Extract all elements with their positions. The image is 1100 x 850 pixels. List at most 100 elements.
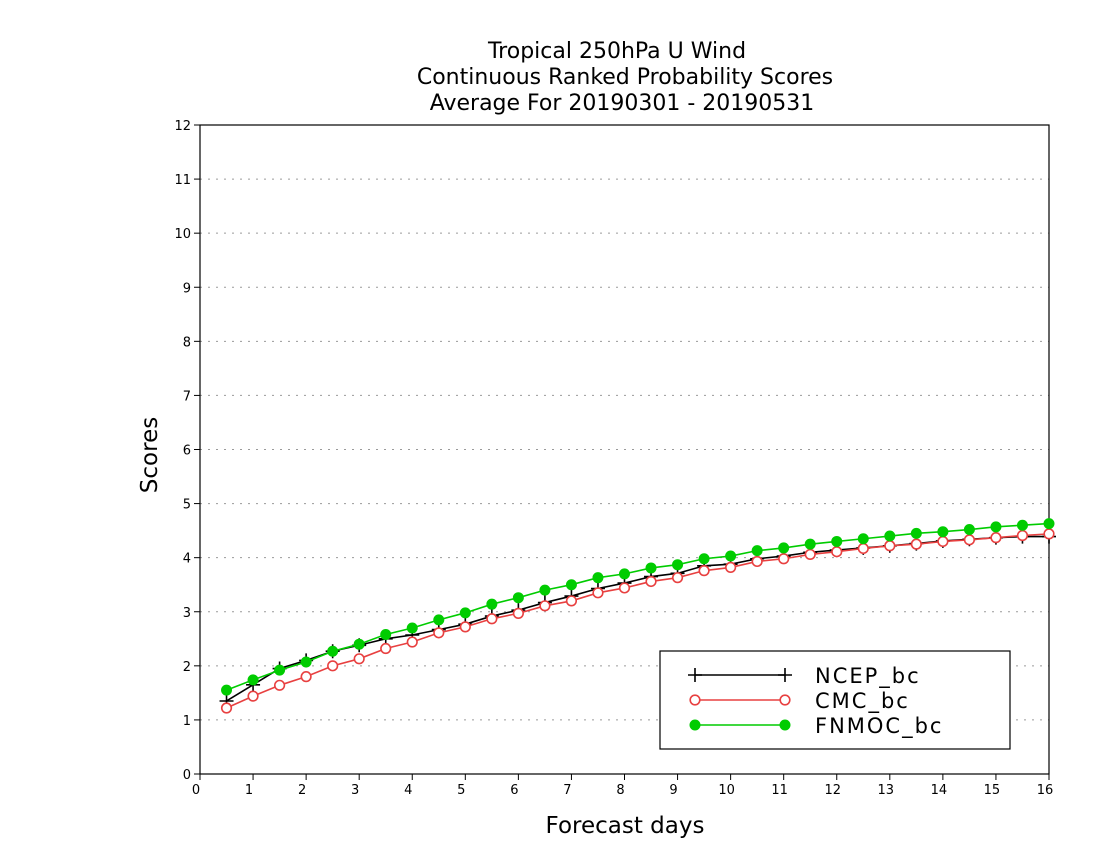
y-tick-label-9: 9 (183, 281, 191, 296)
point-cmc-bc-14 (592, 587, 604, 599)
point-cmc-bc-17 (671, 572, 684, 584)
point-cmc-bc-24 (857, 542, 869, 555)
point-fnmoc-bc-3 (300, 656, 312, 668)
point-fnmoc-bc-5 (353, 638, 365, 650)
point-cmc-bc-26 (910, 538, 922, 550)
point-cmc-bc-10 (486, 613, 498, 625)
legend-label-cmc-bc: CMC_bc (815, 689, 910, 714)
y-tick-label-2: 2 (183, 660, 191, 675)
point-fnmoc-bc-6 (380, 628, 392, 640)
legend-marker-end-ncep-bc (778, 668, 792, 682)
point-cmc-bc-13 (565, 595, 578, 607)
x-tick-label-13: 13 (878, 783, 895, 798)
point-cmc-bc-25 (884, 540, 896, 552)
point-cmc-bc-2 (273, 679, 286, 691)
x-tick-label-3: 3 (351, 783, 359, 798)
x-tick-label-2: 2 (298, 783, 306, 798)
x-tick-label-12: 12 (824, 783, 841, 798)
point-cmc-bc-6 (380, 642, 392, 655)
legend-marker-end-fnmoc-bc (779, 719, 791, 731)
legend-item-cmc-bc: CMC_bc (689, 689, 910, 714)
legend-marker-start-ncep-bc (688, 668, 702, 682)
y-tick-label-12: 12 (174, 119, 191, 134)
y-tick-label-1: 1 (183, 714, 191, 729)
point-cmc-bc-30 (1016, 529, 1029, 542)
x-tick-label-7: 7 (563, 783, 571, 798)
point-cmc-bc-18 (698, 565, 710, 577)
x-tick-label-5: 5 (457, 783, 465, 798)
point-cmc-bc-28 (963, 534, 976, 546)
point-cmc-bc-15 (618, 582, 631, 594)
y-tick-label-5: 5 (183, 498, 191, 513)
point-fnmoc-bc-15 (619, 568, 630, 580)
point-cmc-bc-19 (725, 561, 737, 574)
point-cmc-bc-29 (990, 532, 1002, 544)
x-tick-label-8: 8 (616, 783, 624, 798)
point-cmc-bc-7 (406, 636, 418, 648)
y-tick-label-0: 0 (183, 768, 191, 783)
y-tick-label-11: 11 (174, 173, 191, 188)
point-fnmoc-bc-27 (937, 526, 949, 538)
y-tick-label-4: 4 (183, 552, 191, 567)
x-tick-label-15: 15 (984, 783, 1001, 798)
point-cmc-bc-11 (512, 607, 524, 619)
y-tick-label-10: 10 (174, 227, 191, 242)
point-fnmoc-bc-18 (698, 553, 710, 565)
point-fnmoc-bc-21 (778, 542, 790, 554)
point-fnmoc-bc-30 (1016, 519, 1028, 531)
y-tick-label-7: 7 (183, 389, 191, 404)
point-fnmoc-bc-14 (592, 572, 604, 584)
point-cmc-bc-12 (539, 600, 551, 612)
point-fnmoc-bc-11 (512, 592, 524, 604)
point-fnmoc-bc-9 (459, 607, 471, 619)
point-cmc-bc-21 (778, 553, 790, 565)
point-cmc-bc-8 (433, 627, 445, 639)
x-tick-label-0: 0 (192, 783, 200, 798)
point-cmc-bc-1 (247, 690, 259, 702)
x-axis-title: Forecast days (546, 813, 705, 839)
x-tick-label-6: 6 (510, 783, 518, 798)
series-layer (219, 518, 1056, 714)
point-cmc-bc-0 (220, 702, 233, 714)
grid-lines (200, 124, 1049, 721)
point-cmc-bc-16 (645, 575, 657, 588)
point-fnmoc-bc-23 (831, 535, 843, 547)
point-fnmoc-bc-7 (406, 622, 418, 634)
point-fnmoc-bc-17 (672, 559, 684, 571)
chart-title-line-2: Continuous Ranked Probability Scores (417, 65, 833, 90)
point-fnmoc-bc-25 (884, 530, 896, 542)
point-cmc-bc-9 (459, 621, 471, 633)
point-fnmoc-bc-28 (963, 524, 975, 536)
point-fnmoc-bc-16 (645, 562, 657, 574)
point-cmc-bc-5 (353, 653, 365, 665)
x-tick-label-16: 16 (1037, 783, 1054, 798)
point-fnmoc-bc-20 (751, 545, 763, 557)
x-tick-label-9: 9 (669, 783, 677, 798)
y-axis-title: Scores (137, 417, 163, 493)
point-fnmoc-bc-19 (725, 550, 737, 562)
y-tick-label-6: 6 (183, 444, 191, 459)
chart-title: Tropical 250hPa U Wind Continuous Ranked… (417, 39, 833, 116)
point-fnmoc-bc-10 (486, 598, 498, 610)
y-tick-label-3: 3 (183, 606, 191, 621)
point-fnmoc-bc-1 (247, 674, 259, 686)
point-fnmoc-bc-0 (221, 684, 233, 696)
point-fnmoc-bc-26 (910, 527, 922, 539)
point-cmc-bc-31 (1043, 528, 1055, 540)
legend-marker-end-cmc-bc (779, 694, 791, 706)
legend-item-fnmoc-bc: FNMOC_bc (689, 714, 941, 739)
series-cmc-bc (220, 528, 1055, 714)
x-tick-label-14: 14 (931, 783, 948, 798)
point-cmc-bc-3 (300, 671, 312, 683)
chart-title-line-3: Average For 20190301 - 20190531 (430, 91, 815, 116)
x-tick-label-1: 1 (245, 783, 253, 798)
chart-title-line-1: Tropical 250hPa U Wind (487, 39, 746, 64)
point-fnmoc-bc-2 (274, 664, 286, 676)
point-cmc-bc-27 (937, 535, 949, 548)
point-cmc-bc-23 (831, 546, 843, 558)
point-fnmoc-bc-24 (857, 533, 869, 545)
point-fnmoc-bc-22 (804, 538, 816, 550)
legend-item-ncep-bc: NCEP_bc (688, 664, 919, 689)
